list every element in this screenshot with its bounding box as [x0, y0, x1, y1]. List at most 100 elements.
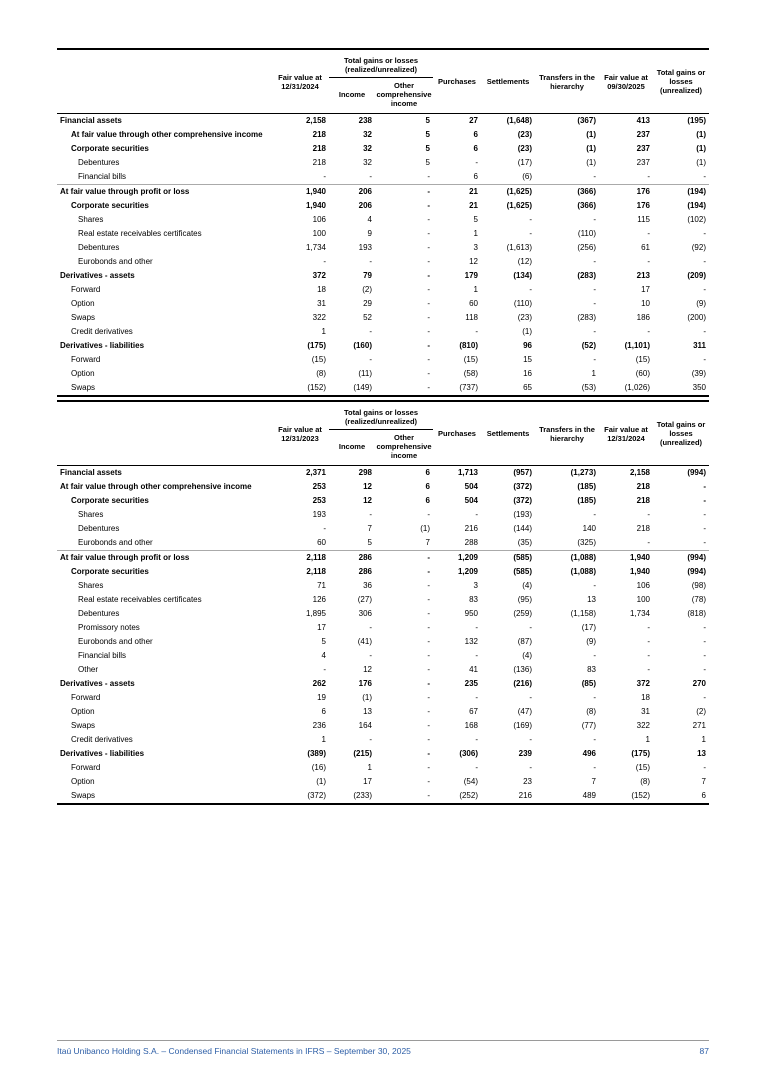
cell-value: (194) [653, 184, 709, 199]
cell-value: (994) [687, 468, 706, 477]
cell-value: 193 [358, 243, 372, 252]
cell-value: 12 [469, 257, 478, 266]
row-label: At fair value through other comprehensiv… [71, 130, 263, 139]
table-row: Eurobonds and other 5 (41) - 132 (87) (9) - - [57, 635, 709, 649]
row-label: Debentures [78, 609, 120, 618]
cell-value: 115 [637, 215, 650, 224]
cell-value: - [427, 791, 430, 800]
table-row: Financial bills - - - 6 (6) - - - [57, 170, 709, 185]
corner-cell [57, 401, 271, 466]
cell-value: 253 [312, 496, 326, 505]
cell-value: 372 [636, 679, 650, 688]
cell-value: 1 [473, 229, 478, 238]
cell-value: 1 [321, 735, 326, 744]
cell-value: 176 [599, 184, 653, 199]
cell-value: 286 [329, 550, 375, 565]
cell-value: - [369, 355, 372, 364]
cell-value: (1,026) [624, 383, 650, 392]
cell-value: 2,158 [305, 116, 326, 125]
cell-value: - [647, 327, 650, 336]
cell-value: 322 [636, 721, 650, 730]
cell-value: (53) [581, 383, 596, 392]
cell-value: (195) [687, 116, 706, 125]
table-row: Derivatives - liabilities (175) (160) - (810… [57, 339, 709, 353]
cell-value: 288 [464, 538, 478, 547]
cell-value: 6 [321, 707, 326, 716]
cell-value: 2,371 [305, 468, 326, 477]
cell-value: - [427, 777, 430, 786]
cell-value: 106 [636, 581, 650, 590]
table-row: Credit derivatives 1 - - - (1) - - - [57, 325, 709, 339]
cell-value: - [593, 299, 596, 308]
cell-value: 6 [473, 144, 478, 153]
row-label: Swaps [71, 721, 96, 730]
cell-value: - [369, 327, 372, 336]
row-label: Credit derivatives [71, 735, 133, 744]
cell-value: 1,209 [433, 550, 481, 565]
cell-value: (15) [635, 763, 650, 772]
cell-value: 5 [367, 538, 372, 547]
cell-value: - [427, 567, 430, 576]
cell-value: 186 [636, 313, 650, 322]
cell-value: 140 [582, 524, 596, 533]
table-row: Other - 12 - 41 (136) 83 - - [57, 663, 709, 677]
cell-value: - [703, 496, 706, 505]
table-row: Financial bills 4 - - - (4) - - - [57, 649, 709, 663]
cell-value: - [427, 383, 430, 392]
cell-value: 322 [312, 313, 326, 322]
cell-value: (1) [696, 158, 706, 167]
row-label: Option [71, 777, 95, 786]
cell-value: 18 [317, 285, 326, 294]
cell-value: 2,118 [271, 550, 329, 565]
cell-value: - [529, 693, 532, 702]
row-label: Eurobonds and other [78, 538, 153, 547]
table-row: Shares 193 - - - (193) - - - [57, 508, 709, 522]
col-header-other-comprehensive-income: Other comprehensive income [375, 77, 433, 114]
cell-value: - [647, 510, 650, 519]
table-row: Derivatives - assets 372 79 - 179 (134) (283) 2… [57, 269, 709, 283]
header-line: 12/31/2023 [281, 433, 319, 443]
table-row: Shares 106 4 - 5 - - 115 (102) [57, 213, 709, 227]
cell-value: 176 [358, 679, 372, 688]
cell-value: (1,648) [506, 116, 532, 125]
cell-value: - [427, 299, 430, 308]
cell-value: 1 [367, 763, 372, 772]
cell-value: 16 [523, 369, 532, 378]
cell-value: (1,613) [506, 243, 532, 252]
row-label: Other [78, 665, 99, 674]
cell-value: (325) [577, 538, 596, 547]
table-row: Promissory notes 17 - - - - (17) - - [57, 621, 709, 635]
col-header-transfers-hierarchy: Transfers in the hierarchy [535, 401, 599, 466]
cell-value: 60 [469, 299, 478, 308]
fair-value-movements-table-09-30-2025: Fair value at 12/31/2024 Total gains or … [57, 48, 709, 397]
cell-value: 29 [363, 299, 372, 308]
col-header-purchases: Purchases [433, 49, 481, 114]
page-number: 87 [699, 1046, 709, 1056]
table-row: Credit derivatives 1 - - - - - 1 1 [57, 733, 709, 747]
cell-value: - [427, 510, 430, 519]
cell-value: - [427, 271, 430, 280]
cell-value: - [369, 510, 372, 519]
row-label: Forward [71, 763, 101, 772]
col-header-total-gains-unrealized: Total gains or losses (unrealized) [653, 49, 709, 114]
cell-value: - [703, 172, 706, 181]
cell-value: 6 [425, 496, 430, 505]
cell-value: 15 [523, 355, 532, 364]
cell-value: (283) [577, 313, 596, 322]
cell-value: 164 [358, 721, 372, 730]
cell-value: 118 [465, 313, 478, 322]
cell-value: - [427, 693, 430, 702]
corner-cell [57, 49, 271, 114]
cell-value: - [703, 693, 706, 702]
cell-value: - [529, 623, 532, 632]
cell-value: - [427, 313, 430, 322]
cell-value: (17) [517, 158, 532, 167]
table-row: Eurobonds and other 60 5 7 288 (35) (325) - - [57, 536, 709, 551]
cell-value: 1 [645, 735, 650, 744]
cell-value: (233) [353, 791, 372, 800]
cell-value: 1,895 [305, 609, 326, 618]
table-row: At fair value through profit or loss 1,94… [57, 184, 709, 199]
cell-value: (175) [307, 341, 326, 350]
cell-value: 12 [363, 496, 372, 505]
cell-value: 106 [312, 215, 326, 224]
